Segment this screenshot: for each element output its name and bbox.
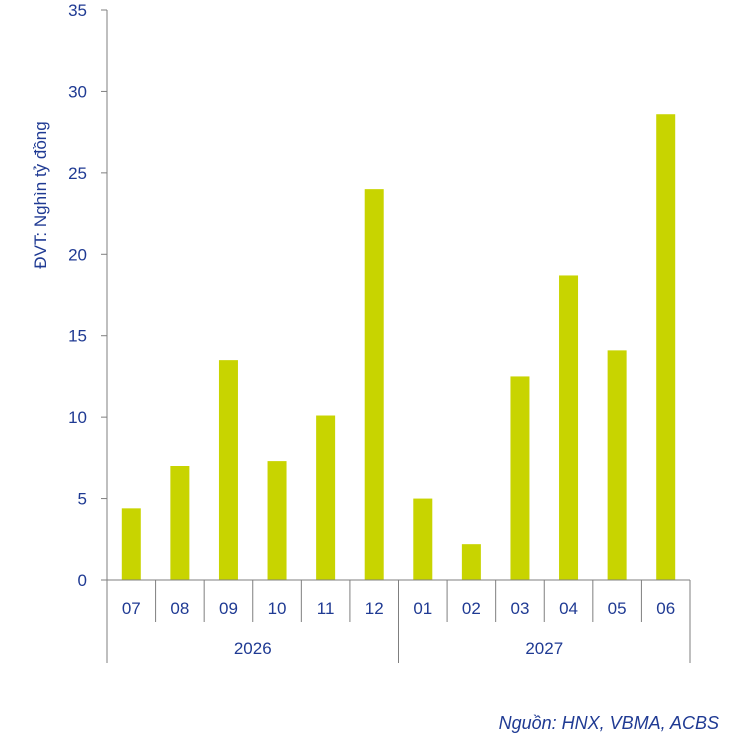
x-tick-label: 03 bbox=[510, 599, 529, 618]
bar-06 bbox=[656, 114, 676, 580]
bar-10 bbox=[267, 461, 287, 580]
x-tick-label: 11 bbox=[317, 599, 335, 618]
x-tick-label: 08 bbox=[170, 599, 189, 618]
bar-01 bbox=[413, 498, 433, 580]
bar-02 bbox=[461, 544, 481, 580]
bar-11 bbox=[316, 415, 336, 580]
x-group-label: 2026 bbox=[234, 639, 272, 658]
bar-09 bbox=[218, 360, 238, 580]
y-tick-label: 0 bbox=[78, 571, 87, 590]
x-tick-label: 05 bbox=[608, 599, 627, 618]
bars bbox=[121, 114, 676, 580]
y-tick-label: 10 bbox=[68, 408, 87, 427]
x-tick-label: 09 bbox=[219, 599, 238, 618]
bar-08 bbox=[170, 466, 190, 580]
bar-04 bbox=[559, 275, 579, 580]
x-tick-label: 01 bbox=[413, 599, 432, 618]
y-axis: 0 5 10 15 20 25 30 35 bbox=[68, 1, 108, 590]
y-tick-label: 25 bbox=[68, 164, 87, 183]
y-tick-label: 30 bbox=[68, 82, 87, 101]
y-axis-title: ĐVT: Nghìn tỷ đồng bbox=[31, 121, 50, 268]
y-tick-label: 5 bbox=[78, 490, 87, 509]
source-note: Nguồn: HNX, VBMA, ACBS bbox=[498, 713, 719, 733]
x-tick-label: 02 bbox=[462, 599, 481, 618]
bar-05 bbox=[607, 350, 627, 580]
x-tick-label: 04 bbox=[559, 599, 578, 618]
y-tick-label: 15 bbox=[68, 327, 87, 346]
y-tick-label: 35 bbox=[68, 1, 87, 20]
x-axis: 07 08 09 10 11 12 01 02 03 04 05 06 2026 2027 bbox=[106, 579, 691, 663]
y-tick-label: 20 bbox=[68, 245, 87, 264]
x-tick-label: 06 bbox=[656, 599, 675, 618]
x-tick-label: 12 bbox=[365, 599, 384, 618]
x-tick-label: 10 bbox=[268, 599, 287, 618]
x-tick-label: 07 bbox=[122, 599, 141, 618]
bar-07 bbox=[121, 508, 141, 580]
x-group-label: 2027 bbox=[525, 639, 563, 658]
bar-03 bbox=[510, 376, 530, 580]
bar-12 bbox=[364, 189, 384, 580]
